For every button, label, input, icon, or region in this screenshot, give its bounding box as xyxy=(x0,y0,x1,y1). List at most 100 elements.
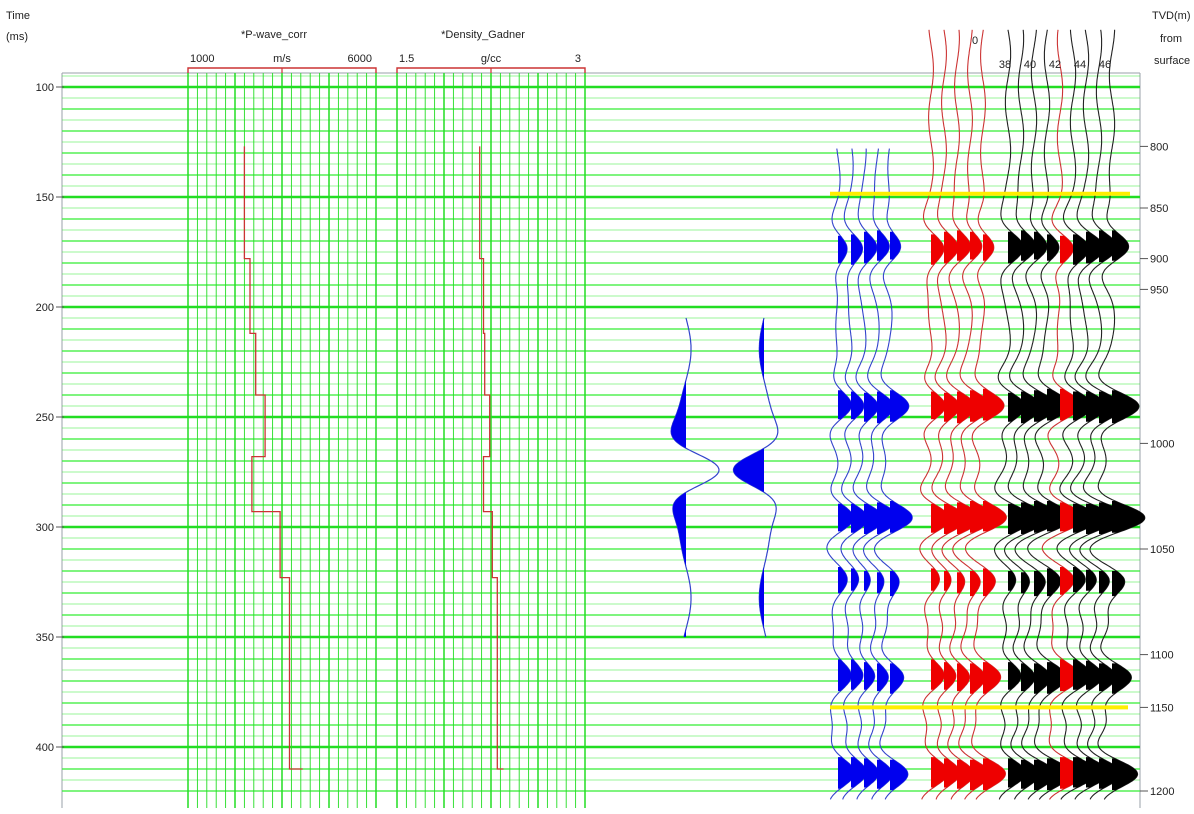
red-trace-0-fill-0 xyxy=(931,234,944,265)
red-trace-1-fill-1 xyxy=(944,392,960,422)
wavelet-left-fill-1 xyxy=(671,380,686,448)
synthetic-gathers xyxy=(826,29,1146,800)
black-trace-4-fill-0 xyxy=(1060,235,1074,264)
track-0-scale-max: 6000 xyxy=(348,53,372,65)
black-trace-5-fill-0 xyxy=(1073,234,1090,265)
time-tick-label-350: 350 xyxy=(36,632,54,644)
red-trace-0-fill-1 xyxy=(931,391,946,420)
red-trace-2-fill-2 xyxy=(957,502,982,534)
time-tick-label-400: 400 xyxy=(36,742,54,754)
track-1-scale-min: 1.5 xyxy=(399,53,414,65)
gather-label-38: 38 xyxy=(999,59,1011,71)
wavelet-left-line xyxy=(670,317,720,638)
gather-label-42: 42 xyxy=(1049,59,1061,71)
headers: Time (ms) TVD(m) from surface 0 xyxy=(6,10,1191,67)
wavelet-left-fill-3 xyxy=(684,629,686,637)
black-trace-8-fill-0 xyxy=(1112,230,1129,261)
grid xyxy=(61,72,1141,808)
black-trace-8-fill-5 xyxy=(1112,758,1138,791)
blue-trace-0-fill-0 xyxy=(838,235,848,264)
tvd-axis-title-line3: surface xyxy=(1154,55,1190,67)
red-trace-4-fill-2 xyxy=(983,501,1007,532)
blue-trace-1-fill-1 xyxy=(851,391,864,420)
red-trace-2-fill-3 xyxy=(957,572,965,594)
black-trace-1-fill-0 xyxy=(1021,230,1036,261)
blue-trace-4-fill-1 xyxy=(890,390,909,422)
log-tracks: *P-wave_corr 1000 m/s 6000 *Density_Gadner 1.… xyxy=(187,29,586,770)
track-1-name: *Density_Gadner xyxy=(441,29,525,41)
blue-trace-4-fill-3 xyxy=(890,571,900,597)
red-trace-0 xyxy=(919,29,951,800)
blue-trace-0-fill-1 xyxy=(838,390,852,420)
wavelet-right-fill-0 xyxy=(759,319,764,380)
blue-trace-3 xyxy=(862,148,900,800)
red-trace-1-fill-0 xyxy=(944,231,959,264)
black-trace-0-fill-1 xyxy=(1008,392,1026,422)
black-trace-7-fill-4 xyxy=(1099,663,1116,692)
blue-trace-2 xyxy=(852,148,885,800)
depth-tick-label-800: 800 xyxy=(1150,141,1168,153)
track-1-unit: g/cc xyxy=(481,53,502,65)
track-0-unit: m/s xyxy=(273,53,291,65)
red-trace-0-fill-5 xyxy=(931,757,949,788)
blue-trace-3-fill-2 xyxy=(877,502,899,534)
red-trace-1-fill-4 xyxy=(944,662,956,690)
time-axis-title: Time xyxy=(6,10,30,22)
depth-tick-label-850: 850 xyxy=(1150,203,1168,215)
blue-trace-3-fill-5 xyxy=(877,759,893,789)
black-trace-0-fill-0 xyxy=(1008,231,1024,264)
black-trace-8-fill-4 xyxy=(1112,663,1132,694)
blue-trace-1 xyxy=(840,148,869,800)
blue-trace-1-fill-5 xyxy=(851,757,867,788)
red-trace-4-fill-4 xyxy=(983,662,1001,694)
red-trace-1-fill-5 xyxy=(944,758,961,788)
black-trace-2-fill-0 xyxy=(1034,231,1047,260)
blue-trace-3-fill-4 xyxy=(877,663,889,692)
blue-trace-4 xyxy=(873,148,913,800)
blue-trace-1-fill-2 xyxy=(851,503,869,533)
depth-tick-label-900: 900 xyxy=(1150,254,1168,266)
blue-trace-2-fill-2 xyxy=(864,503,884,534)
track-1: *Density_Gadner 1.5 g/cc 3 xyxy=(396,29,586,770)
red-trace-4 xyxy=(964,29,1007,800)
red-trace-2-fill-5 xyxy=(957,759,975,789)
track-0-name: *P-wave_corr xyxy=(241,29,307,41)
black-trace-0-fill-4 xyxy=(1008,662,1021,690)
red-trace-3-fill-0 xyxy=(970,231,982,260)
blue-trace-2-fill-3 xyxy=(864,571,871,591)
black-trace-4-fill-5 xyxy=(1060,757,1086,789)
wavelet-left-fill-2 xyxy=(672,492,686,567)
time-tick-label-150: 150 xyxy=(36,192,54,204)
wavelet-right-fill-2 xyxy=(759,567,764,629)
black-trace-8-fill-1 xyxy=(1112,390,1139,424)
red-trace-0-fill-4 xyxy=(931,659,945,690)
blue-trace-3-fill-1 xyxy=(877,391,894,424)
black-trace-6-fill-3 xyxy=(1086,569,1097,591)
red-trace-4-fill-3 xyxy=(983,568,996,597)
red-trace-2-fill-4 xyxy=(957,663,970,692)
wavelet-right xyxy=(732,317,779,638)
wavelet-panel xyxy=(670,317,779,638)
blue-trace-3-fill-3 xyxy=(877,572,884,594)
blue-trace-2-fill-5 xyxy=(864,758,879,788)
zero-offset-label: 0 xyxy=(972,35,978,47)
blue-trace-2-line xyxy=(852,148,885,800)
black-trace-1-fill-4 xyxy=(1021,663,1035,692)
depth-tick-label-1100: 1100 xyxy=(1150,650,1174,662)
black-trace-0-fill-5 xyxy=(1008,758,1026,788)
black-trace-3-fill-3 xyxy=(1047,568,1061,597)
blue-trace-3-fill-0 xyxy=(877,230,890,261)
wavelet-right-fill-1 xyxy=(733,448,764,492)
black-trace-2-fill-3 xyxy=(1034,571,1046,597)
black-trace-3-fill-0 xyxy=(1047,234,1059,261)
blue-trace-0-fill-3 xyxy=(838,567,848,594)
blue-trace-0-fill-2 xyxy=(838,503,854,532)
blue-trace-2-fill-4 xyxy=(864,662,875,690)
gather-label-44: 44 xyxy=(1074,59,1086,71)
tvd-axis-title-line2: from xyxy=(1160,33,1182,45)
blue-trace-4-fill-4 xyxy=(890,663,904,694)
black-trace-4-fill-3 xyxy=(1060,567,1074,595)
blue-trace-0 xyxy=(826,148,856,800)
blue-trace-2-fill-0 xyxy=(864,231,877,264)
